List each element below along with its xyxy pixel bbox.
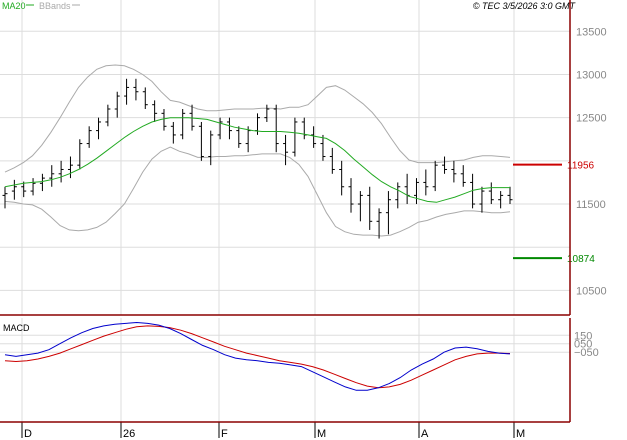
- macd-tick-label: 150: [574, 330, 592, 342]
- x-tick-label: M: [516, 428, 525, 440]
- price-bar: [339, 160, 345, 196]
- x-tick-label: M: [317, 428, 326, 440]
- price-bar: [311, 126, 317, 148]
- price-bar: [329, 147, 335, 174]
- x-tick-label: A: [421, 428, 429, 440]
- price-bar: [442, 156, 448, 174]
- price-bar: [2, 186, 8, 209]
- price-bar: [367, 186, 373, 230]
- price-bar: [21, 181, 27, 198]
- price-bar: [423, 169, 429, 196]
- price-bar: [320, 134, 326, 161]
- price-bar: [124, 78, 130, 105]
- price-bar: [283, 134, 289, 166]
- x-axis: D 26 F M A M: [21, 422, 525, 440]
- price-tick-label: 13500: [576, 26, 607, 38]
- price-bar: [208, 130, 214, 166]
- price-bar: [479, 186, 485, 213]
- macd-grid: [0, 318, 570, 422]
- bbands-upper-line: [4, 64, 511, 173]
- price-bar: [180, 109, 186, 140]
- x-tick-label: D: [24, 428, 32, 440]
- bbands-lower-line: [4, 146, 511, 237]
- price-tick-label: 10500: [576, 285, 607, 297]
- price-bar: [264, 104, 270, 122]
- price-tick-label: 13000: [576, 69, 607, 81]
- price-bar: [348, 178, 354, 213]
- price-bar: [226, 117, 232, 140]
- price-bar: [39, 173, 45, 192]
- price-bar: [488, 182, 494, 205]
- signal-line: [4, 325, 511, 389]
- price-bar: [395, 182, 401, 209]
- price-plot-background: [0, 0, 570, 315]
- bbands-lines: [4, 64, 511, 237]
- price-bar: [217, 117, 223, 140]
- price-panel: 10500 11500 12500 13000 13500 11956 10874 MA2…: [0, 0, 607, 315]
- price-bar: [385, 191, 391, 235]
- support-level-label: 10874: [567, 254, 595, 265]
- price-bar: [198, 121, 204, 161]
- price-bar: [236, 126, 242, 148]
- price-bar: [470, 173, 476, 209]
- price-bar: [460, 165, 466, 187]
- price-bar: [105, 104, 111, 127]
- ma20-line-group: [4, 117, 510, 203]
- price-bar: [161, 109, 167, 131]
- price-levels: 11956 10874: [513, 161, 595, 265]
- price-bars: [2, 78, 513, 239]
- price-bar: [142, 87, 148, 110]
- ma20-line: [4, 117, 510, 203]
- price-bar: [413, 178, 419, 205]
- price-bar: [273, 104, 279, 153]
- macd-line: [4, 321, 511, 391]
- price-bar: [49, 165, 55, 187]
- legend-bbands: BBands: [39, 1, 71, 11]
- price-bar: [292, 117, 298, 157]
- x-tick-label: F: [221, 428, 228, 440]
- price-bar: [133, 78, 139, 101]
- price-bar: [77, 139, 83, 170]
- price-bar: [357, 191, 363, 222]
- resistance-level-label: 11956: [567, 161, 595, 172]
- price-bar: [170, 121, 176, 144]
- price-tick-label: 12500: [576, 113, 607, 125]
- price-bar: [86, 126, 92, 148]
- x-tick-label: 26: [123, 428, 135, 440]
- price-bar: [507, 186, 513, 205]
- price-bar: [96, 117, 102, 140]
- macd-title: MACD: [3, 323, 30, 333]
- legend-ma20: MA20: [2, 1, 26, 11]
- price-bar: [432, 160, 438, 192]
- price-bar: [58, 160, 64, 183]
- price-bar: [67, 156, 73, 179]
- price-bar: [498, 191, 504, 209]
- macd-lines: [4, 321, 511, 391]
- price-bar: [152, 100, 158, 122]
- price-grid: [0, 0, 570, 315]
- timestamp: © TEC 3/5/2026 3:0 GMT: [473, 1, 577, 11]
- price-bar: [30, 178, 36, 196]
- macd-tick-label: 050: [574, 339, 592, 351]
- price-bar: [451, 160, 457, 183]
- price-axis-ticks: 10500 11500 12500 13000 13500: [576, 26, 607, 297]
- macd-tick-label: −050: [574, 347, 599, 359]
- price-bar: [11, 179, 17, 200]
- price-tick-label: 11500: [576, 199, 606, 211]
- price-bar: [376, 208, 382, 239]
- price-bar: [114, 91, 120, 118]
